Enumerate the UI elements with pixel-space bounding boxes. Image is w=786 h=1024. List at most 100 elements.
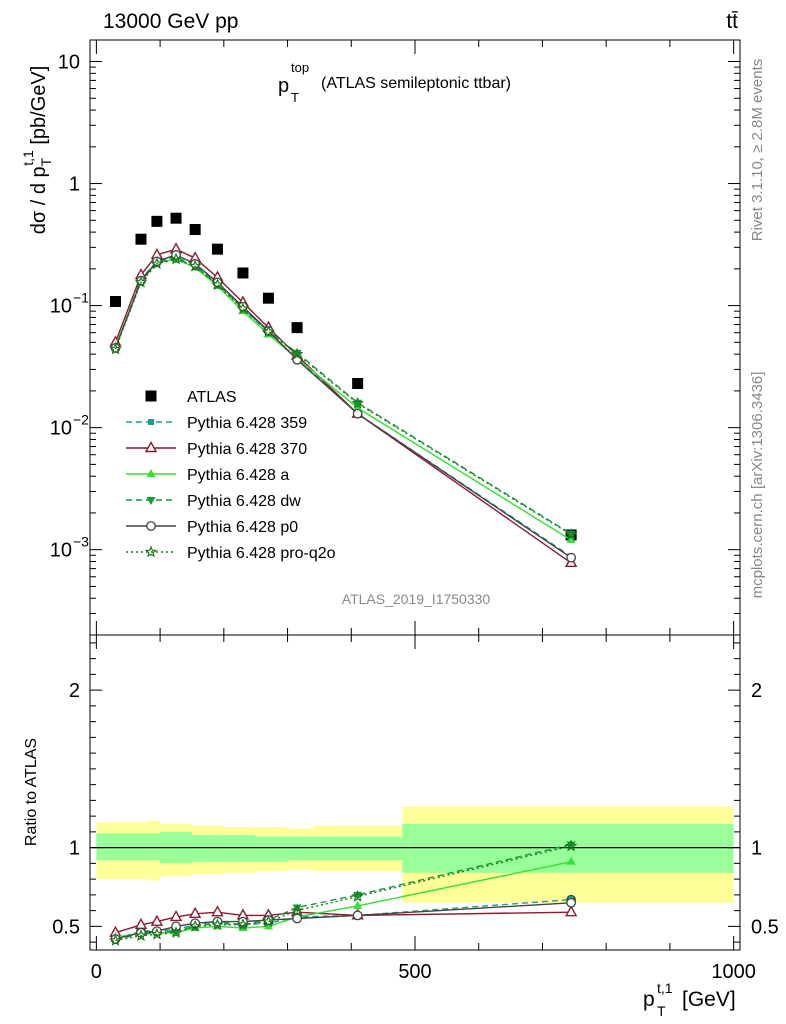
ratio-y-tick-label-left: 1 — [69, 838, 80, 860]
y-axis-label: dσ / d pTt,1 [pb/GeV] — [20, 66, 54, 235]
ratio-point-pdw-10 — [566, 841, 576, 850]
legend-label-pdw: Pythia 6.428 dw — [187, 493, 301, 510]
legend-entry-p359: Pythia 6.428 359 — [126, 415, 307, 432]
ratio-y-tick-label-right: 1 — [751, 838, 762, 860]
legend-entry-pa: Pythia 6.428 a — [126, 467, 289, 484]
point-data-4 — [189, 224, 201, 236]
legend-label-pa: Pythia 6.428 a — [187, 467, 289, 484]
point-pp0-10 — [566, 552, 577, 563]
series-p370 — [109, 242, 578, 568]
ratio-point-pp0-2 — [152, 926, 162, 936]
title-symbol: p — [278, 75, 289, 97]
series-ppro — [109, 252, 578, 540]
series-line-pp0 — [114, 254, 572, 559]
analysis-watermark: ATLAS_2019_I1750330 — [342, 591, 491, 607]
ratio-point-ppro-8 — [290, 904, 304, 916]
ratio-point-p370-5 — [211, 905, 224, 917]
series-pp0 — [110, 250, 577, 563]
point-pa-10 — [566, 535, 576, 544]
legend-marker-pdw — [146, 497, 156, 505]
title-subscript: T — [291, 90, 299, 105]
series-line-ppro — [114, 258, 572, 536]
ratio-point-ppro-7 — [262, 915, 275, 927]
plot-title: p top T (ATLAS semileptonic ttbar) — [278, 60, 511, 105]
point-ppro-5 — [211, 278, 224, 291]
ratio-point-p370-2 — [150, 914, 164, 926]
process-label: tt̄ — [726, 10, 738, 33]
x-label-symbol: p — [643, 988, 655, 1011]
point-data-6 — [237, 267, 249, 279]
legend: ATLAS Pythia 6.428 359 Pythia 6.428 370 Pyt… — [126, 389, 336, 562]
band-stat-3 — [191, 835, 224, 862]
legend-marker-pp0 — [146, 521, 156, 531]
ratio-axis-ticks: 0.5 0.5 1 1 2 2 0 500 1000 — [52, 635, 779, 983]
ratio-point-pa-10 — [566, 856, 576, 865]
ratio-data-marks — [109, 839, 578, 946]
band-stat-6 — [287, 836, 314, 861]
legend-entry-p370: Pythia 6.428 370 — [126, 441, 307, 458]
ratio-point-pa-9 — [353, 900, 363, 909]
point-data-5 — [211, 243, 223, 255]
ratio-point-pp0-5 — [212, 916, 223, 927]
y-tick-label: 10 — [50, 418, 72, 440]
band-stat-8 — [402, 824, 734, 873]
ratio-y-axis-label: Ratio to ATLAS — [23, 738, 40, 846]
band-stat-7 — [313, 836, 403, 861]
ratio-point-ppro-6 — [236, 918, 250, 931]
energy-label: 13000 GeV pp — [103, 10, 238, 33]
ratio-point-ppro-1 — [134, 929, 148, 942]
ratio-uncertainty-bands — [90, 806, 740, 903]
ratio-point-pdw-9 — [353, 891, 363, 900]
rivet-version-label: Rivet 3.1.10, ≥ 2.8M events — [749, 59, 766, 242]
point-ppro-10 — [564, 528, 578, 540]
ratio-point-ppro-0 — [109, 933, 122, 946]
legend-marker-ppro — [144, 545, 158, 558]
mcplots-label: mcplots.cern.ch [arXiv:1306.3436] — [749, 372, 766, 599]
point-data-9 — [352, 377, 364, 389]
y-tick-exponent: −3 — [73, 534, 89, 550]
ratio-point-pp0-9 — [352, 910, 363, 921]
band-stat-0 — [96, 833, 148, 861]
ratio-point-ppro-3 — [169, 926, 183, 938]
point-data-1 — [135, 233, 147, 245]
legend-marker-p359 — [148, 419, 154, 425]
main-data-marks — [109, 212, 578, 568]
title-text: (ATLAS semileptonic ttbar) — [321, 75, 511, 92]
x-tick-label: 500 — [398, 961, 431, 983]
ratio-point-ppro-10 — [564, 839, 578, 852]
legend-marker-data — [145, 390, 157, 402]
ratio-point-pa-7 — [263, 921, 273, 930]
y-tick-exponent: −1 — [73, 290, 89, 306]
point-data-2 — [151, 215, 163, 227]
band-stat-5 — [255, 836, 288, 862]
point-ppro-9 — [351, 396, 364, 409]
series-pa — [110, 254, 576, 544]
ratio-point-ppro-9 — [351, 889, 364, 902]
point-data-0 — [109, 296, 121, 308]
ratio-line-p359 — [115, 898, 572, 940]
y-tick-label: 1 — [69, 174, 80, 196]
y-tick-label: 10 — [50, 296, 72, 318]
x-label-subscript: T — [657, 1003, 666, 1019]
point-ppro-6 — [236, 302, 250, 315]
point-ppro-0 — [109, 342, 122, 355]
x-label-unit: [GeV] — [682, 988, 736, 1011]
point-data-7 — [262, 292, 274, 304]
ratio-point-pp0-1 — [136, 927, 146, 938]
ratio-series-ppro — [109, 839, 578, 946]
point-data-3 — [170, 212, 182, 224]
y-tick-label: 10 — [50, 540, 72, 562]
ratio-point-p370-10 — [564, 905, 578, 917]
ratio-point-ppro-4 — [188, 919, 202, 932]
ratio-point-p370-4 — [188, 906, 202, 918]
ratio-y-tick-label-right: 2 — [751, 680, 762, 702]
legend-label-ppro: Pythia 6.428 pro-q2o — [187, 545, 336, 562]
ratio-point-pp0-8 — [292, 913, 303, 924]
ratio-point-ppro-5 — [211, 918, 224, 931]
legend-marker-p370 — [144, 441, 158, 453]
legend-entry-pdw: Pythia 6.428 dw — [126, 493, 301, 510]
ratio-line-p370 — [115, 911, 572, 934]
x-axis-label: p T t,1 [GeV] — [643, 980, 736, 1019]
